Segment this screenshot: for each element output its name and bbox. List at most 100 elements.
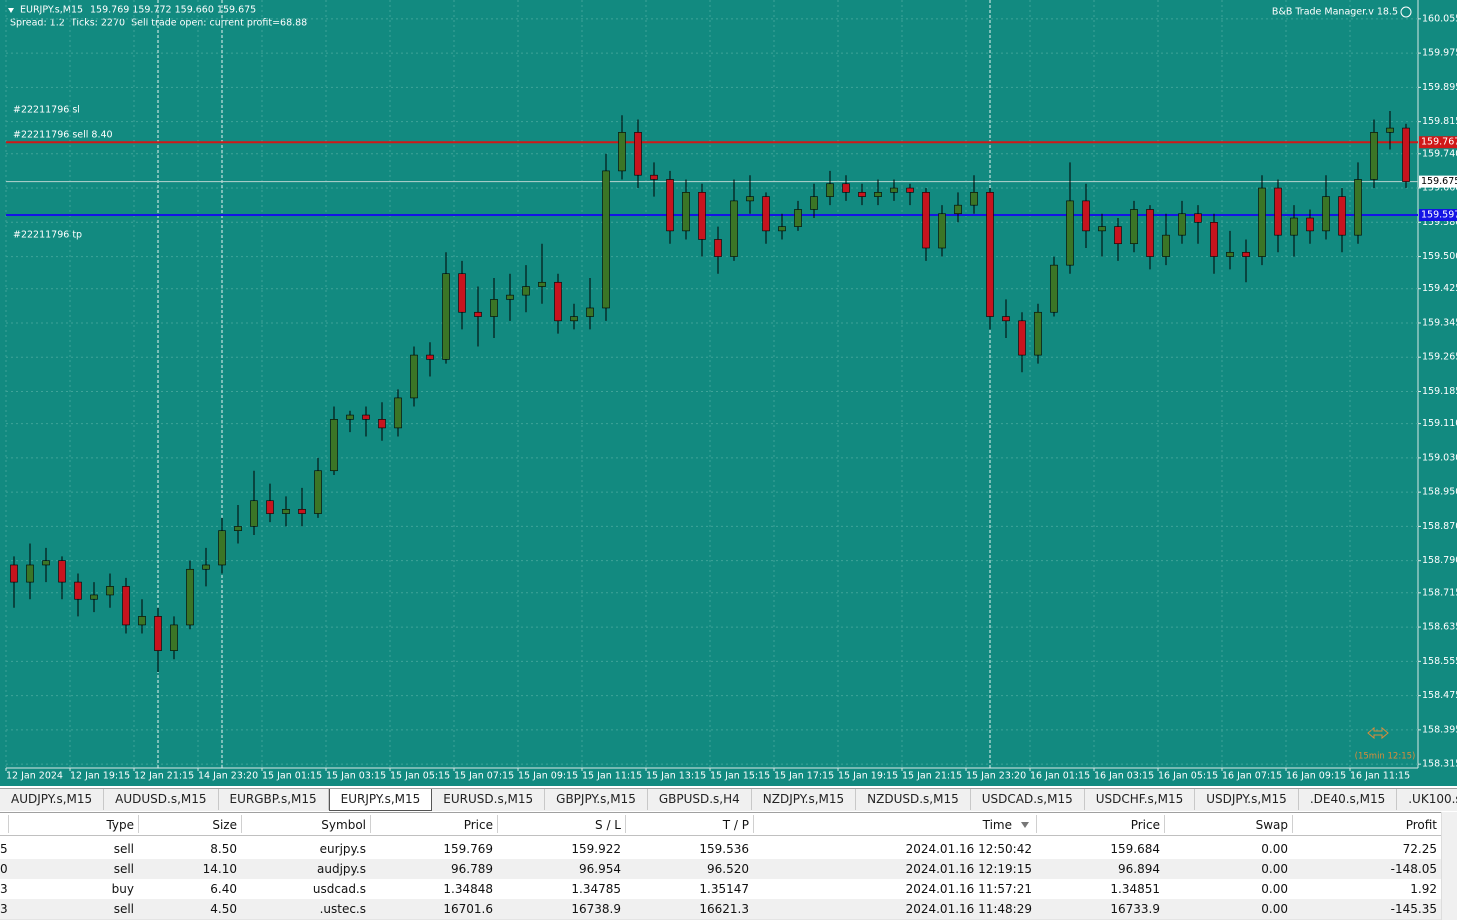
scrollbar[interactable] <box>1441 812 1457 920</box>
y-tick-label: 158.395 <box>1422 724 1457 735</box>
column-header[interactable]: Size <box>212 818 237 832</box>
candle-body <box>874 192 882 197</box>
candle-body <box>362 414 370 420</box>
chart-tab[interactable]: NZDUSD.s,M15 <box>856 789 971 810</box>
column-divider <box>8 815 9 833</box>
chart-tab[interactable]: AUDUSD.s,M15 <box>104 789 219 810</box>
table-cell: 16701.6 <box>443 902 493 916</box>
column-header[interactable]: Profit <box>1405 818 1437 832</box>
candle-body <box>1050 264 1058 313</box>
column-header[interactable]: S / L <box>595 818 621 832</box>
table-cell: 72.25 <box>1402 842 1437 856</box>
order-label: #22211796 sl <box>13 105 80 116</box>
price-tag <box>1419 175 1457 188</box>
y-tick-label: 159.975 <box>1422 48 1457 59</box>
table-cell: 2024.01.16 11:48:29 <box>905 902 1032 916</box>
y-tick-label: 158.315 <box>1422 759 1457 770</box>
candle-body <box>26 564 34 583</box>
chart-tab[interactable]: NZDJPY.s,M15 <box>752 789 857 810</box>
candle-body <box>1178 213 1186 236</box>
x-tick-label: 16 Jan 11:15 <box>1350 771 1410 782</box>
table-cell: 6.40 <box>210 882 237 896</box>
table-cell: 96.789 <box>451 862 493 876</box>
x-tick-label: 16 Jan 05:15 <box>1158 771 1218 782</box>
candle-body <box>570 316 578 322</box>
chart-tab[interactable]: USDJPY.s,M15 <box>1195 789 1299 810</box>
candle-body <box>234 526 242 532</box>
grid <box>5 0 1418 768</box>
column-divider <box>138 815 139 833</box>
candle-body <box>1098 226 1106 232</box>
x-tick-label: 12 Jan 21:15 <box>134 771 194 782</box>
column-header[interactable]: T / P <box>722 818 749 832</box>
column-header[interactable]: Swap <box>1255 818 1288 832</box>
candle-body <box>938 213 946 249</box>
candle-body <box>762 196 770 232</box>
sort-arrow[interactable] <box>1021 822 1029 828</box>
column-divider <box>753 815 754 833</box>
y-tick-label: 160.055 <box>1422 13 1457 24</box>
table-cell: 16738.9 <box>571 902 621 916</box>
chart-tab[interactable]: EURUSD.s,M15 <box>432 789 546 810</box>
y-tick-label: 159.895 <box>1422 82 1457 93</box>
table-cell: 1.34851 <box>1110 882 1160 896</box>
candle-body <box>1130 209 1138 245</box>
x-tick-label: 15 Jan 11:15 <box>582 771 642 782</box>
y-tick-label: 159.740 <box>1422 148 1457 159</box>
candle-body <box>42 560 50 566</box>
chart-tab[interactable]: .UK100.s,M15 <box>1397 789 1457 810</box>
candle-body <box>1242 251 1250 257</box>
table-cell: 2024.01.16 12:50:42 <box>905 842 1032 856</box>
chart-tab[interactable]: USDCAD.s,M15 <box>971 789 1085 810</box>
candle-body <box>698 192 706 240</box>
candle-body <box>250 500 258 527</box>
candle-body <box>714 239 722 257</box>
table-cell: sell <box>113 862 134 876</box>
y-tick-label: 158.790 <box>1422 555 1457 566</box>
column-header[interactable]: Symbol <box>321 818 366 832</box>
x-tick-label: 12 Jan 2024 <box>6 771 63 782</box>
candle-body <box>346 414 354 420</box>
y-tick-label: 158.635 <box>1422 622 1457 633</box>
x-tick-label: 16 Jan 09:15 <box>1286 771 1346 782</box>
column-header[interactable]: Price <box>1130 818 1160 832</box>
chart-tab[interactable]: USDCHF.s,M15 <box>1085 789 1196 810</box>
column-divider <box>497 815 498 833</box>
candle-body <box>442 273 450 360</box>
candle-body <box>378 419 386 429</box>
trade-table: Type Size Symbol Price S / L T / P Time Price Sw… <box>0 812 1441 921</box>
candle-body <box>1226 251 1234 257</box>
table-cell: sell <box>113 902 134 916</box>
candle-body <box>154 616 162 651</box>
chart-tab[interactable]: .DE40.s,M15 <box>1299 789 1398 810</box>
column-header[interactable]: Price <box>463 818 493 832</box>
candle-body <box>682 192 690 232</box>
chart-tab[interactable]: EURGBP.s,M15 <box>219 789 329 810</box>
x-tick-label: 15 Jan 05:15 <box>390 771 450 782</box>
chart-tab[interactable]: AUDJPY.s,M15 <box>0 789 105 810</box>
column-divider <box>1036 815 1037 833</box>
candle-body <box>650 174 658 180</box>
chart-tab[interactable]: EURJPY.s,M15 <box>328 789 433 811</box>
chart-tab[interactable]: GBPUSD.s,H4 <box>648 789 752 810</box>
candle-body <box>314 470 322 514</box>
chart-tab[interactable]: GBPJPY.s,M15 <box>545 789 648 810</box>
table-cell: eurjpy.s <box>319 842 366 856</box>
candle-body <box>58 560 66 583</box>
table-cell: 0.00 <box>1261 842 1288 856</box>
candle-body <box>506 294 514 300</box>
candle-body <box>1002 316 1010 322</box>
candle-body <box>794 209 802 227</box>
candle-body <box>1258 187 1266 257</box>
menu-triangle[interactable] <box>8 8 14 13</box>
y-tick-label: 159.265 <box>1422 352 1457 363</box>
column-header[interactable]: Type <box>106 818 134 832</box>
candle-body <box>186 568 194 626</box>
column-header[interactable]: Time <box>982 818 1012 832</box>
tab-bar: AUDJPY.s,M15 AUDUSD.s,M15 EURGBP.s,M15 EURJ… <box>0 788 1457 811</box>
table-cell: 8.50 <box>210 842 237 856</box>
order-label: #22211796 sell 8.40 <box>13 130 113 141</box>
plugin-icon[interactable] <box>1400 6 1412 18</box>
candle-body <box>890 187 898 193</box>
